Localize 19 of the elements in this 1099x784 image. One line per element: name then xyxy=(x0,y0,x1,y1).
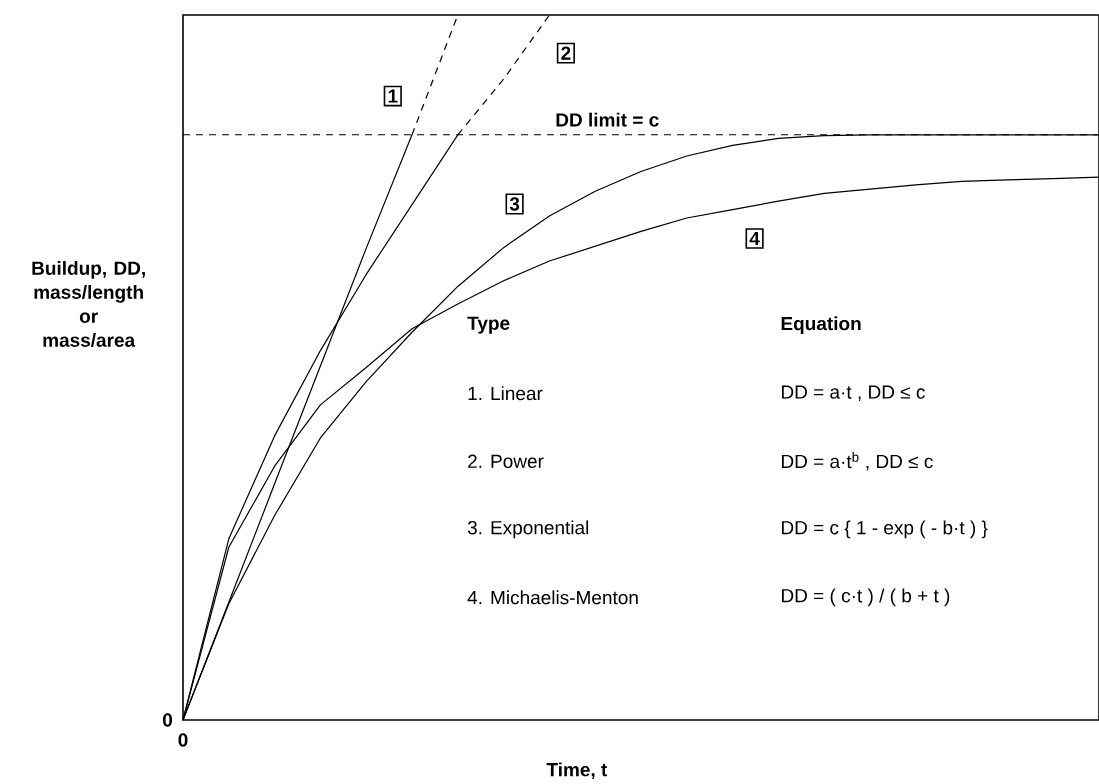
annotation: DD = ( c·t ) / ( b + t ) xyxy=(781,588,950,607)
annotation: Equation xyxy=(781,316,861,335)
annotation: 3. Exponential xyxy=(467,520,589,539)
annotation: 2. Power xyxy=(468,454,544,468)
ref-line-label: DD limit = c xyxy=(556,112,659,127)
x-axis-title: Time, t xyxy=(546,762,608,780)
annotation: 2 xyxy=(561,46,571,60)
text: 0 xyxy=(162,713,173,727)
y-axis-title: Buildup, DD, mass/length or mass/area xyxy=(32,260,145,348)
annotation: 4. Michaelis-Menton xyxy=(467,590,638,605)
annotation: Type xyxy=(467,316,510,334)
annotation: 1 xyxy=(388,89,398,103)
annotation: 1. Linear xyxy=(468,386,543,401)
annotation: DD = a·t$^{b}$ , DD ≤ c xyxy=(781,452,933,471)
annotation: 4 xyxy=(749,231,760,246)
annotation: DD = c { 1 - exp ( - b·t ) } xyxy=(781,520,988,539)
text: 0 xyxy=(178,733,188,747)
annotation: 3 xyxy=(509,197,520,211)
annotation: DD = a·t , DD ≤ c xyxy=(781,385,925,401)
